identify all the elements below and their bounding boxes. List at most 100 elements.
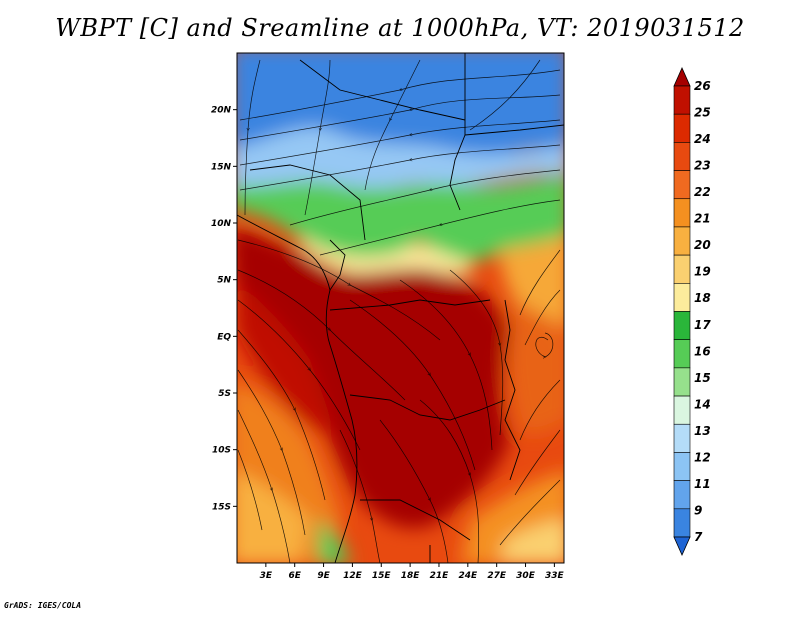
colorbar-label: 12 (694, 450, 711, 464)
map-title: WBPT [C] and Sreamline at 1000hPa, VT: 2… (55, 14, 745, 42)
lat-tick-label: 20N (211, 106, 232, 116)
colorbar-swatch (673, 85, 691, 115)
colorbar-label: 20 (694, 238, 711, 252)
colorbar-swatch (673, 283, 691, 312)
colorbar-swatch (673, 113, 691, 143)
streamline (524, 289, 561, 346)
streamline (349, 299, 476, 471)
field-lake-spot (533, 333, 557, 357)
colorbar-label: 22 (694, 185, 711, 199)
streamline (304, 59, 331, 216)
colorbar-swatch (673, 170, 691, 200)
streamline (237, 299, 361, 451)
streamline (237, 239, 441, 341)
lon-tick-label: 15E (372, 571, 392, 581)
colorbar-label: 16 (694, 344, 711, 358)
colorbar-swatch (673, 311, 691, 340)
streamline (239, 94, 561, 141)
field-hot-west (237, 280, 335, 440)
lat-tick-label: 10N (211, 219, 232, 229)
streamline (499, 479, 561, 546)
colorbar-label: 18 (694, 291, 711, 305)
lon-tick-label: 18E (401, 571, 421, 581)
lon-tick-group: 3E 6E 9E 12E 15E 18E 21E 24E 27E 30E 33E (260, 563, 565, 581)
streamline (239, 144, 561, 191)
lat-tick-label: EQ (217, 332, 231, 342)
border-chad-line (449, 53, 466, 211)
colorbar-swatch (673, 198, 691, 228)
streamline (449, 269, 504, 436)
colorbar-label: 7 (694, 530, 703, 544)
streamline (399, 279, 493, 451)
streamline (237, 269, 406, 401)
field-east-orange (508, 300, 564, 435)
lat-tick-label: 5S (218, 389, 231, 399)
border-south (360, 499, 471, 541)
field-southwest-green (318, 520, 350, 563)
border-central (329, 299, 491, 311)
colorbar-label: 17 (694, 318, 711, 332)
streamline (239, 119, 561, 166)
field-southeast-yellow (500, 520, 564, 563)
streamline (237, 369, 306, 536)
streamline (364, 59, 421, 191)
colorbar-bottom-arrow (673, 536, 691, 556)
streamline (469, 59, 541, 131)
streamline (237, 409, 291, 563)
colorbar: 26 25 24 23 22 21 20 19 18 17 16 15 14 13 12 11 9 7 (673, 67, 711, 556)
lat-tick-label: 15S (212, 502, 231, 512)
colorbar-label: 25 (694, 106, 711, 120)
lon-tick-label: 33E (545, 571, 565, 581)
colorbar-swatch (673, 367, 691, 397)
colorbar-swatch (673, 254, 691, 284)
coastlines-borders (237, 53, 564, 563)
map-frame (236, 52, 565, 564)
colorbar-swatch (673, 339, 691, 369)
lon-tick-label: 6E (288, 571, 301, 581)
streamline (289, 169, 561, 226)
lon-tick-label: 3E (260, 571, 273, 581)
streamline (237, 449, 263, 531)
colorbar-swatch (673, 452, 691, 481)
colorbar-swatch (673, 142, 691, 171)
streamline (244, 59, 261, 216)
border-cameroon (329, 239, 346, 291)
lon-tick-label: 27E (487, 571, 507, 581)
streamline (319, 199, 561, 256)
border-east-lakes (504, 299, 521, 481)
colorbar-swatch (673, 395, 691, 425)
streamlines (237, 59, 561, 563)
lat-tick-group: 20N 15N 10N 5N EQ 5S 10S 15S (211, 106, 237, 512)
colorbar-label: 11 (694, 477, 711, 491)
colorbar-swatch (673, 508, 691, 538)
lat-tick-label: 10S (212, 446, 231, 456)
field-hot-core (237, 226, 510, 529)
streamline (339, 429, 381, 563)
lon-tick-label: 24E (458, 571, 478, 581)
colorbar-swatch (673, 423, 691, 453)
streamline (535, 332, 554, 357)
border-north-1 (299, 59, 466, 121)
colorbar-label: 26 (694, 79, 711, 93)
colorbar-label: 13 (694, 424, 711, 438)
lon-tick-label: 30E (516, 571, 536, 581)
coastline-west (237, 214, 358, 563)
colorbar-label: 14 (694, 397, 711, 411)
grads-credit: GrADS: IGES/COLA (4, 601, 82, 610)
wbpt-field (237, 53, 564, 563)
streamline (239, 69, 561, 121)
colorbar-label: 9 (694, 503, 702, 517)
lat-tick-label: 5N (217, 276, 231, 286)
lat-tick-label: 15N (211, 162, 232, 172)
colorbar-label: 23 (694, 159, 711, 173)
streamline (379, 419, 449, 563)
streamline (419, 399, 480, 563)
lon-tick-label: 9E (317, 571, 330, 581)
colorbar-label: 19 (694, 265, 711, 279)
colorbar-swatch (673, 226, 691, 256)
streamline (514, 429, 561, 496)
streamline (519, 249, 561, 316)
colorbar-label: 24 (694, 132, 711, 146)
field-southwest-yellow (237, 472, 310, 563)
